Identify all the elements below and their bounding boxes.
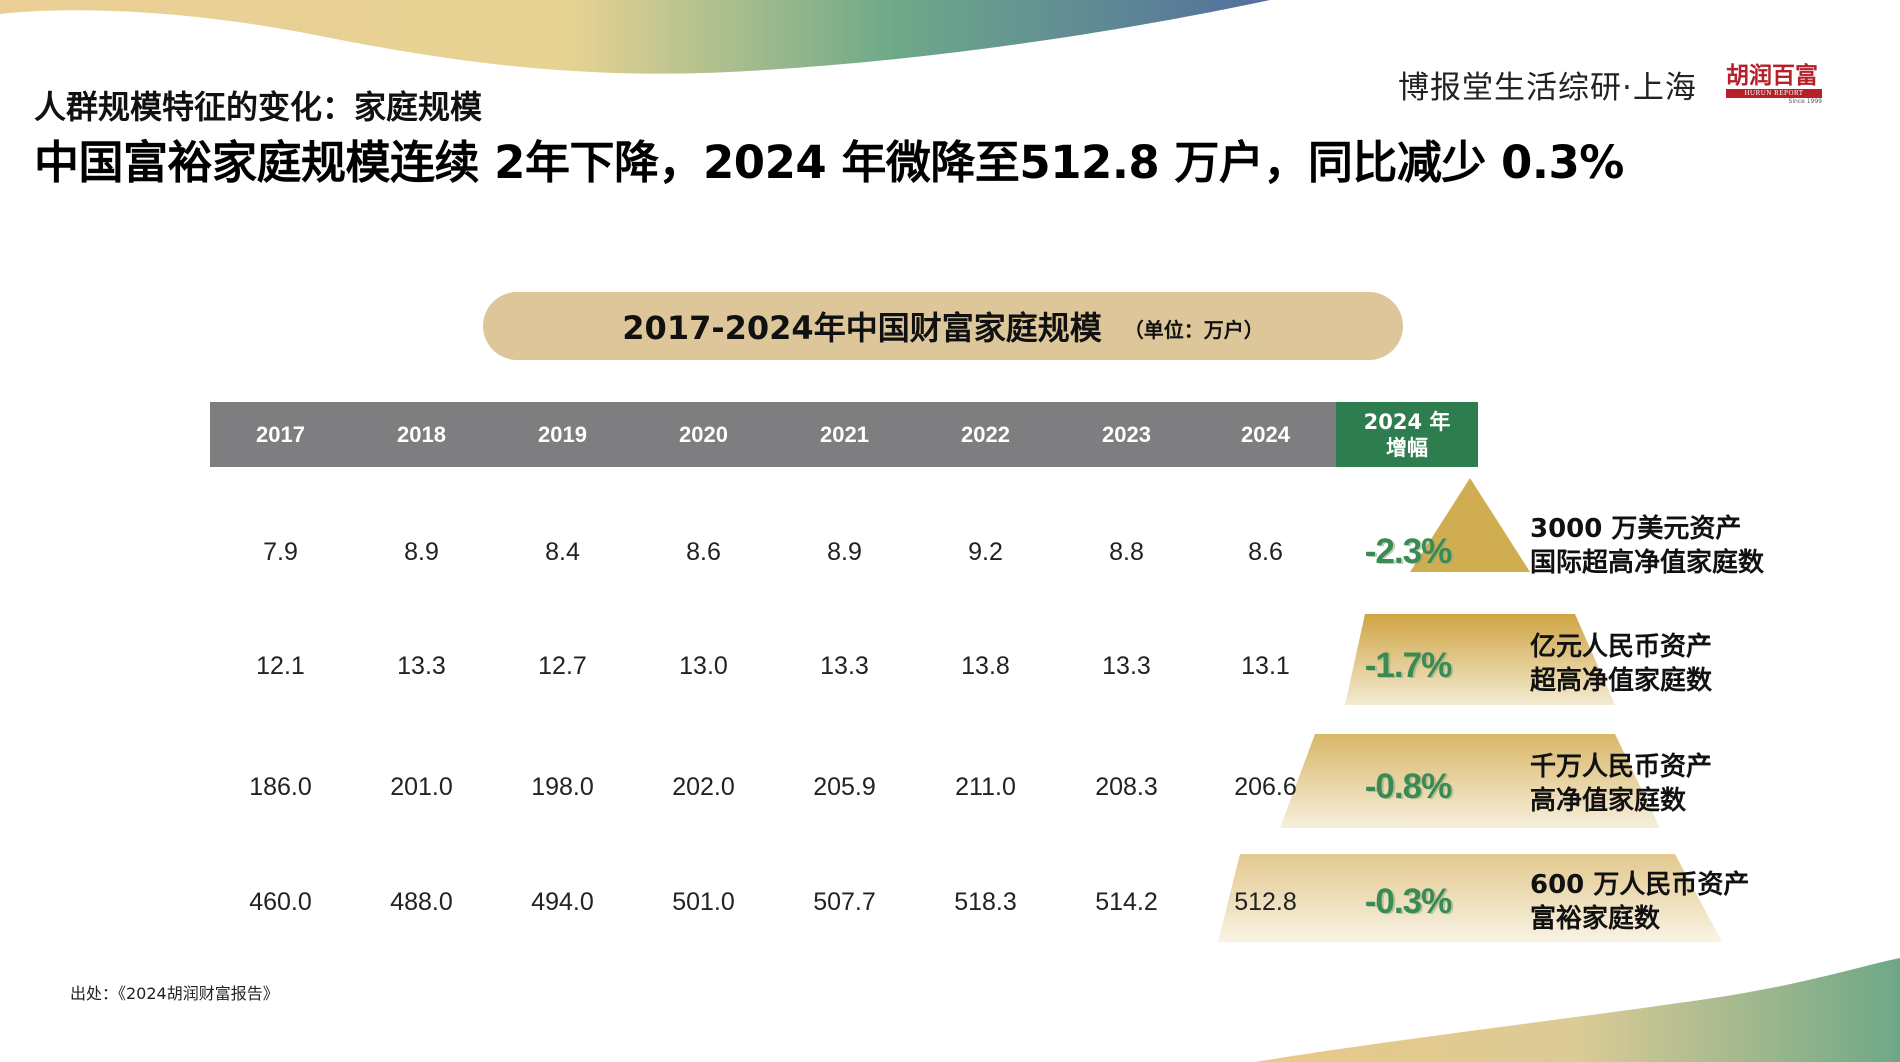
tier-label-3: 千万人民币资产 高净值家庭数 [1530,750,1712,818]
table-cell: 507.7 [813,888,876,916]
year-2017-header: 2017 [256,421,305,447]
table-cell: 7.9 [263,538,298,566]
table-cell: 12.7 [538,652,587,680]
year-2023-header: 2023 [1102,421,1151,447]
tier-label-line: 千万人民币资产 [1530,752,1713,782]
table-title-text: 2017-2024年中国财富家庭规模 [622,309,1102,347]
year-2021-header: 2021 [820,421,869,447]
table-cell: 494.0 [531,888,594,916]
table-cell: 8.9 [827,538,862,566]
year-2024-header: 2024 [1241,421,1290,447]
growth-value: -0.3% [1364,882,1452,921]
table-cell: 208.3 [1095,773,1158,801]
table-cell: 206.6 [1234,773,1297,801]
growth-header: 2024 年 增幅 [1336,402,1478,467]
table-cell: 12.1 [256,652,305,680]
table-cell: 8.4 [545,538,580,566]
table-cell: 198.0 [531,773,594,801]
table-cell: 13.8 [961,652,1010,680]
growth-header-line1: 2024 年 [1363,409,1451,434]
tier-label-line: 3000 万美元资产 [1530,514,1742,544]
tier-label-line: 富裕家庭数 [1530,904,1661,934]
table-cell: 8.8 [1109,538,1144,566]
table-cell: 8.6 [686,538,721,566]
tier-label-line: 超高净值家庭数 [1530,666,1713,696]
table-header-bar [210,402,1336,467]
table-cell: 13.3 [820,652,869,680]
table-cell: 211.0 [955,773,1016,801]
growth-value: -2.3% [1364,532,1452,571]
growth-header-line2: 增幅 [1386,435,1428,460]
tier-label-line: 600 万人民币资产 [1530,870,1750,900]
table-cell: 8.9 [404,538,439,566]
year-2019-header: 2019 [538,421,587,447]
source-note: 出处：《2024胡润财富报告》 [70,984,279,1003]
table-cell: 13.0 [679,652,728,680]
pyramid-tier-3 [1280,734,1660,828]
tier-label-2: 亿元人民币资产 超高净值家庭数 [1530,630,1712,698]
hurun-logo: 胡润百富 HURUN REPORT Since 1999 [1726,62,1826,105]
table-title: 2017-2024年中国财富家庭规模 （单位：万户） [483,292,1403,360]
year-2020-header: 2020 [679,421,728,447]
page-title: 中国富裕家庭规模连续 2年下降，2024 年微降至512.8 万户，同比减少 0… [34,136,1624,189]
table-cell: 202.0 [672,773,735,801]
logo-en: HURUN REPORT [1726,89,1822,98]
table-unit: （单位：万户） [1123,317,1264,342]
growth-value: -0.8% [1364,767,1452,806]
table-cell: 460.0 [249,888,312,916]
tier-label-line: 高净值家庭数 [1530,786,1687,816]
logo-since: Since 1999 [1788,98,1822,105]
year-2022-header: 2022 [961,421,1010,447]
tier-label-line: 亿元人民币资产 [1530,632,1713,662]
pyramid-tier-1 [1410,478,1530,572]
table-cell: 205.9 [813,773,876,801]
tier-label-line: 国际超高净值家庭数 [1530,548,1765,578]
section-subtitle: 人群规模特征的变化：家庭规模 [34,88,483,126]
pyramid-tier-4 [1218,854,1722,942]
table-cell: 501.0 [672,888,735,916]
table-title-pill [483,292,1403,360]
table-cell: 514.2 [1095,888,1158,916]
table-cell: 13.3 [1102,652,1151,680]
tier-label-1: 3000 万美元资产 国际超高净值家庭数 [1530,512,1764,580]
table-cell: 186.0 [249,773,312,801]
growth-value: -1.7% [1364,646,1452,685]
pyramid-tier-2 [1345,614,1615,705]
table-cell: 13.3 [397,652,446,680]
table-cell: 9.2 [968,538,1003,566]
table-cell: 13.1 [1241,652,1290,680]
table-cell: 512.8 [1234,888,1297,916]
table-cell: 201.0 [390,773,453,801]
logo-name: 胡润百富 [1726,62,1818,89]
table-cell: 518.3 [954,888,1017,916]
brand-name: 博报堂生活综研·上海 [1398,70,1697,106]
year-2018-header: 2018 [397,421,446,447]
table-cell: 8.6 [1248,538,1283,566]
table-cell: 488.0 [390,888,453,916]
tier-label-4: 600 万人民币资产 富裕家庭数 [1530,868,1749,936]
